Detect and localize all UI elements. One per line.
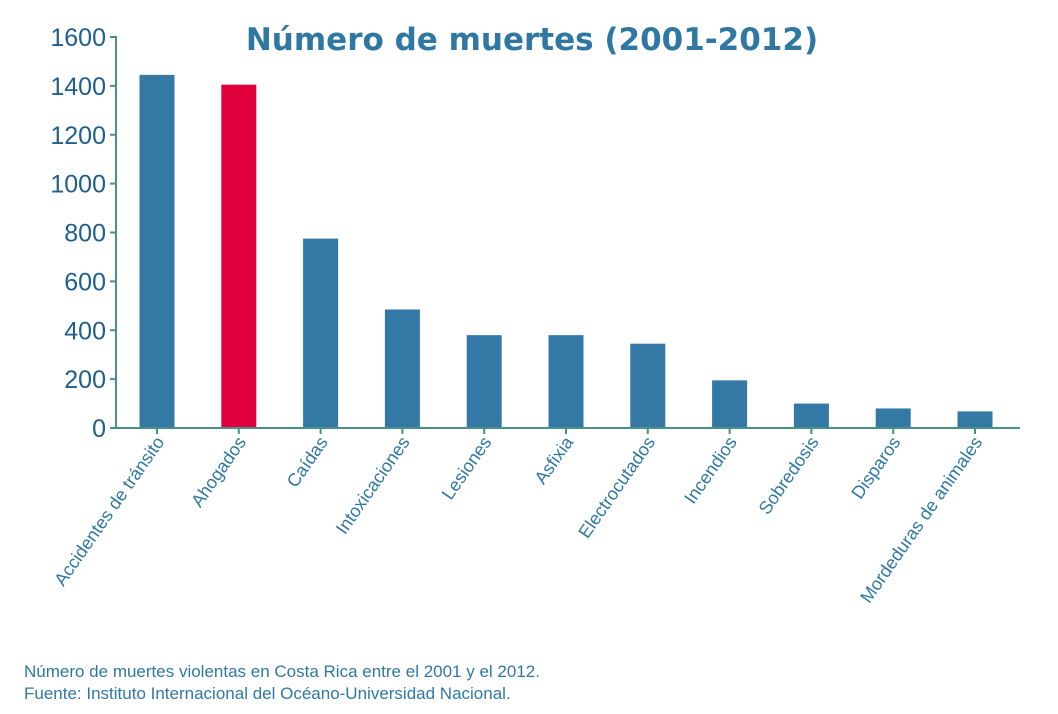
bars bbox=[139, 74, 993, 429]
bar-6 bbox=[630, 343, 666, 428]
y-tick-label: 0 bbox=[92, 415, 106, 443]
y-tick-label: 600 bbox=[64, 268, 106, 296]
x-tick-label: Asfixia bbox=[530, 432, 577, 488]
bar-0 bbox=[139, 74, 175, 429]
x-tick-label: Accidentes de tránsito bbox=[50, 433, 168, 590]
x-axis-labels: Accidentes de tránsito Ahogados Caídas Into… bbox=[50, 428, 986, 607]
y-tick-label: 1000 bbox=[50, 171, 106, 199]
bar-2 bbox=[303, 238, 339, 428]
y-tick-label: 1200 bbox=[50, 122, 106, 150]
bar-9 bbox=[875, 408, 911, 428]
x-tick-label: Incendios bbox=[680, 433, 741, 508]
x-tick-label: Disparos bbox=[847, 433, 904, 503]
x-tick-label: Sobredosis bbox=[755, 433, 823, 518]
chart-footer: Número de muertes violentas en Costa Ric… bbox=[24, 661, 540, 705]
x-tick-label: Ahogados bbox=[187, 433, 250, 511]
x-tick-label: Intoxicaciones bbox=[332, 433, 414, 538]
bar-1 bbox=[221, 84, 257, 428]
bar-10 bbox=[957, 411, 993, 428]
x-tick-label: Caídas bbox=[283, 433, 332, 491]
x-tick-label: Lesiones bbox=[438, 433, 496, 504]
footer-source: Fuente: Instituto Internacional del Océa… bbox=[24, 684, 511, 703]
y-tick-label: 200 bbox=[64, 366, 106, 394]
y-tick-label: 400 bbox=[64, 317, 106, 345]
bar-7 bbox=[712, 380, 748, 428]
y-tick-label: 1600 bbox=[50, 24, 106, 52]
y-axis-ticks: 0 200 400 600 800 1000 1200 1400 1600 bbox=[50, 24, 116, 443]
bar-8 bbox=[793, 403, 829, 428]
x-tick-label: Electrocutados bbox=[574, 433, 659, 542]
bar-4 bbox=[466, 335, 502, 428]
footer-caption: Número de muertes violentas en Costa Ric… bbox=[24, 662, 540, 681]
bar-3 bbox=[384, 309, 420, 428]
y-tick-label: 1400 bbox=[50, 73, 106, 101]
y-tick-label: 800 bbox=[64, 220, 106, 248]
chart-title: Número de muertes (2001-2012) bbox=[246, 22, 818, 58]
bar-5 bbox=[548, 335, 584, 428]
